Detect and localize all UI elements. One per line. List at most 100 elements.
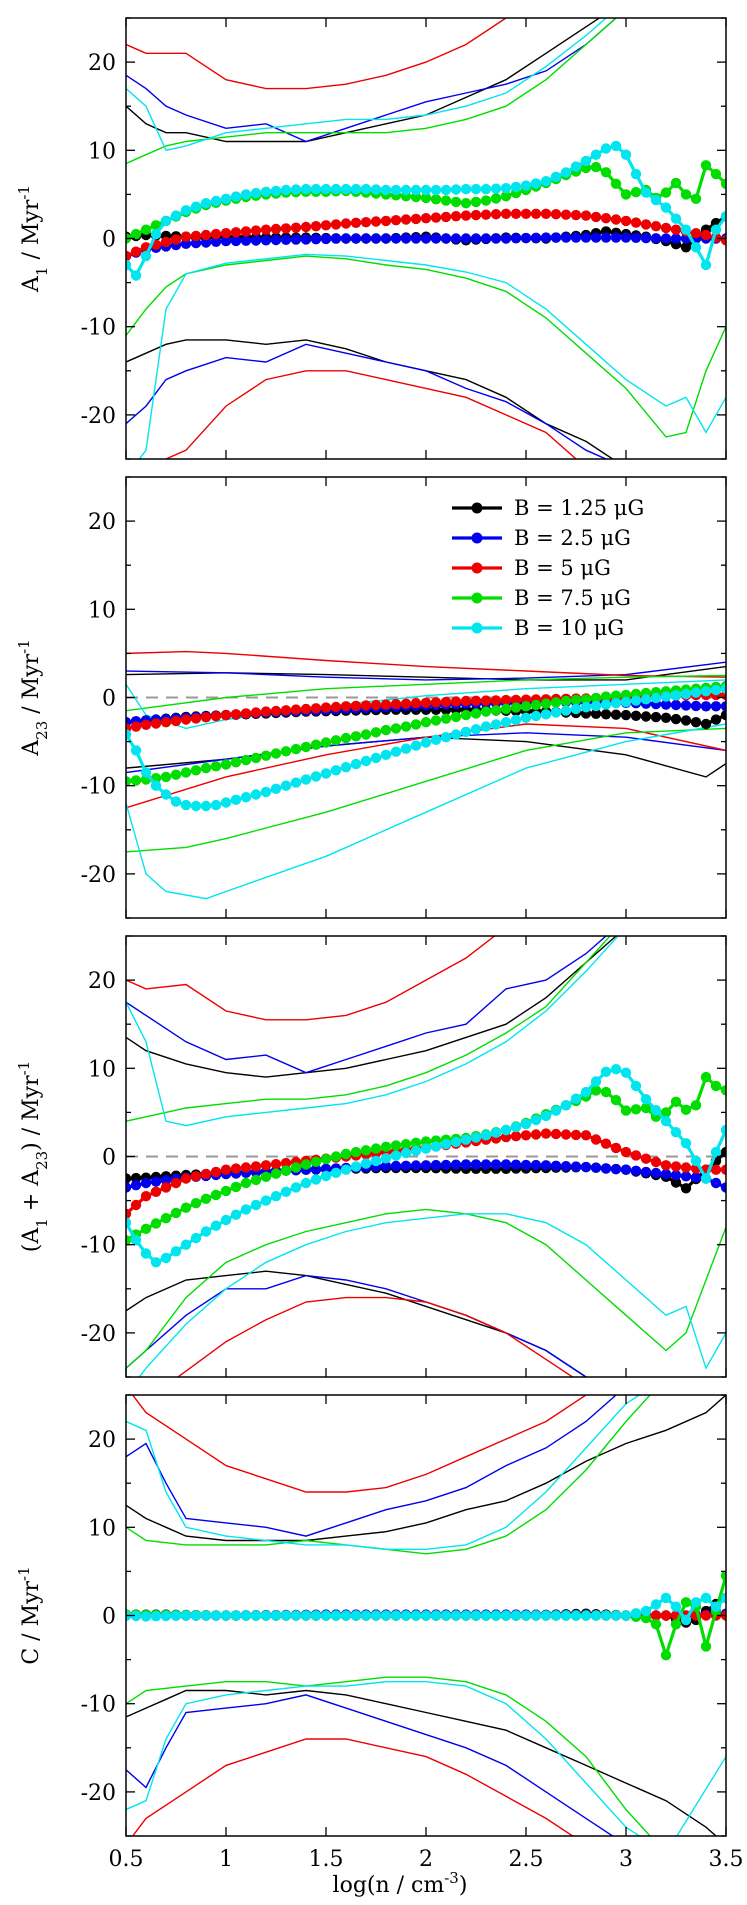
series-data-point — [350, 1161, 362, 1172]
series-data-point — [280, 1186, 292, 1198]
series-data-point — [230, 794, 242, 805]
series-data-point — [640, 1166, 652, 1178]
series-data-point — [180, 767, 192, 778]
series-data-point — [550, 1160, 562, 1172]
series-data-point — [540, 709, 552, 720]
series-data-point — [690, 717, 702, 728]
series-data-point — [580, 210, 592, 221]
series-data-point — [670, 177, 682, 189]
series-data-point — [530, 178, 542, 189]
series-lower-bound-line — [126, 1208, 726, 1369]
series-data-point — [480, 721, 492, 732]
series-data-point — [350, 1146, 362, 1158]
series-data-point — [170, 1610, 182, 1621]
series-data-point — [580, 232, 592, 243]
series-data-point — [310, 221, 322, 232]
series-data-point — [430, 715, 442, 726]
series-median-line — [126, 144, 726, 278]
series-data-point — [570, 209, 582, 221]
series-data-point — [610, 232, 622, 243]
series-data-point — [500, 1124, 512, 1136]
y-tick-label: -10 — [81, 1234, 116, 1259]
series-data-point — [320, 768, 332, 779]
series-data-point — [540, 1160, 552, 1171]
series-data-point — [530, 699, 542, 711]
series-data-point — [620, 1146, 632, 1158]
series-data-point — [190, 237, 202, 249]
series-data-point — [450, 211, 462, 222]
series-data-point — [590, 1134, 602, 1145]
series-data-point — [320, 1610, 332, 1621]
series-data-point — [550, 1105, 562, 1116]
series-data-point — [460, 695, 472, 707]
series-data-point — [240, 754, 252, 766]
series-data-point — [670, 213, 682, 224]
series-data-point — [126, 259, 132, 271]
series-data-point — [340, 732, 352, 744]
series-data-point — [710, 684, 722, 696]
series-data-point — [500, 208, 512, 219]
series-data-point — [126, 776, 132, 787]
legend-label: B = 10 μG — [514, 616, 624, 640]
series-data-point — [130, 1235, 142, 1246]
series-data-point — [620, 215, 632, 227]
series-data-point — [360, 183, 372, 195]
series-data-point — [550, 232, 562, 243]
series-data-point — [470, 724, 482, 735]
series-data-point — [560, 1129, 572, 1140]
series-data-point — [460, 233, 472, 244]
series-data-point — [690, 193, 702, 204]
series-data-point — [500, 1159, 512, 1170]
series-data-point — [690, 1155, 702, 1167]
series-data-point — [600, 1066, 612, 1078]
series-data-point — [610, 698, 622, 709]
series-data-point — [480, 209, 492, 220]
series-data-point — [710, 701, 722, 712]
series-data-point — [670, 1170, 682, 1181]
series-data-point — [650, 1619, 662, 1630]
series-data-point — [490, 209, 502, 220]
series-data-point — [170, 1246, 182, 1257]
series-data-point — [440, 1159, 452, 1171]
series-data-point — [280, 223, 292, 234]
series-data-point — [610, 1064, 622, 1075]
series-data-point — [410, 233, 422, 244]
series-data-point — [590, 1610, 602, 1621]
series-data-point — [390, 233, 402, 244]
series-data-point — [340, 1610, 352, 1621]
series-data-point — [300, 1177, 312, 1189]
series-data-point — [580, 1161, 592, 1173]
series-data-point — [620, 232, 632, 243]
series-data-point — [240, 708, 252, 719]
series-data-point — [300, 183, 312, 195]
series-data-point — [520, 712, 532, 723]
series-data-point — [470, 1132, 482, 1143]
series-data-point — [680, 242, 692, 253]
series-data-point — [460, 1610, 472, 1621]
series-data-point — [510, 181, 522, 193]
series-data-point — [170, 234, 182, 245]
series-data-point — [240, 792, 252, 803]
series-data-point — [500, 191, 512, 202]
series-data-point — [310, 234, 322, 245]
series-data-point — [550, 697, 562, 708]
series-data-point — [320, 1153, 332, 1165]
series-upper-bound-line — [126, 936, 611, 1122]
series-data-point — [690, 1597, 702, 1608]
series-data-point — [340, 218, 352, 229]
series-data-point — [260, 750, 272, 761]
series-data-point — [460, 183, 472, 195]
series-data-point — [650, 1156, 662, 1168]
series-data-point — [126, 250, 132, 262]
series-data-point — [450, 184, 462, 195]
y-tick-label: 10 — [88, 1057, 116, 1082]
series-data-point — [580, 1130, 592, 1141]
series-data-point — [250, 789, 262, 800]
series-data-point — [270, 748, 282, 759]
series-data-point — [700, 1071, 712, 1083]
series-data-point — [510, 1159, 522, 1170]
y-tick-label: 10 — [88, 598, 116, 623]
series-data-point — [410, 698, 422, 709]
series-data-point — [220, 1185, 232, 1197]
series-data-point — [126, 1173, 132, 1184]
